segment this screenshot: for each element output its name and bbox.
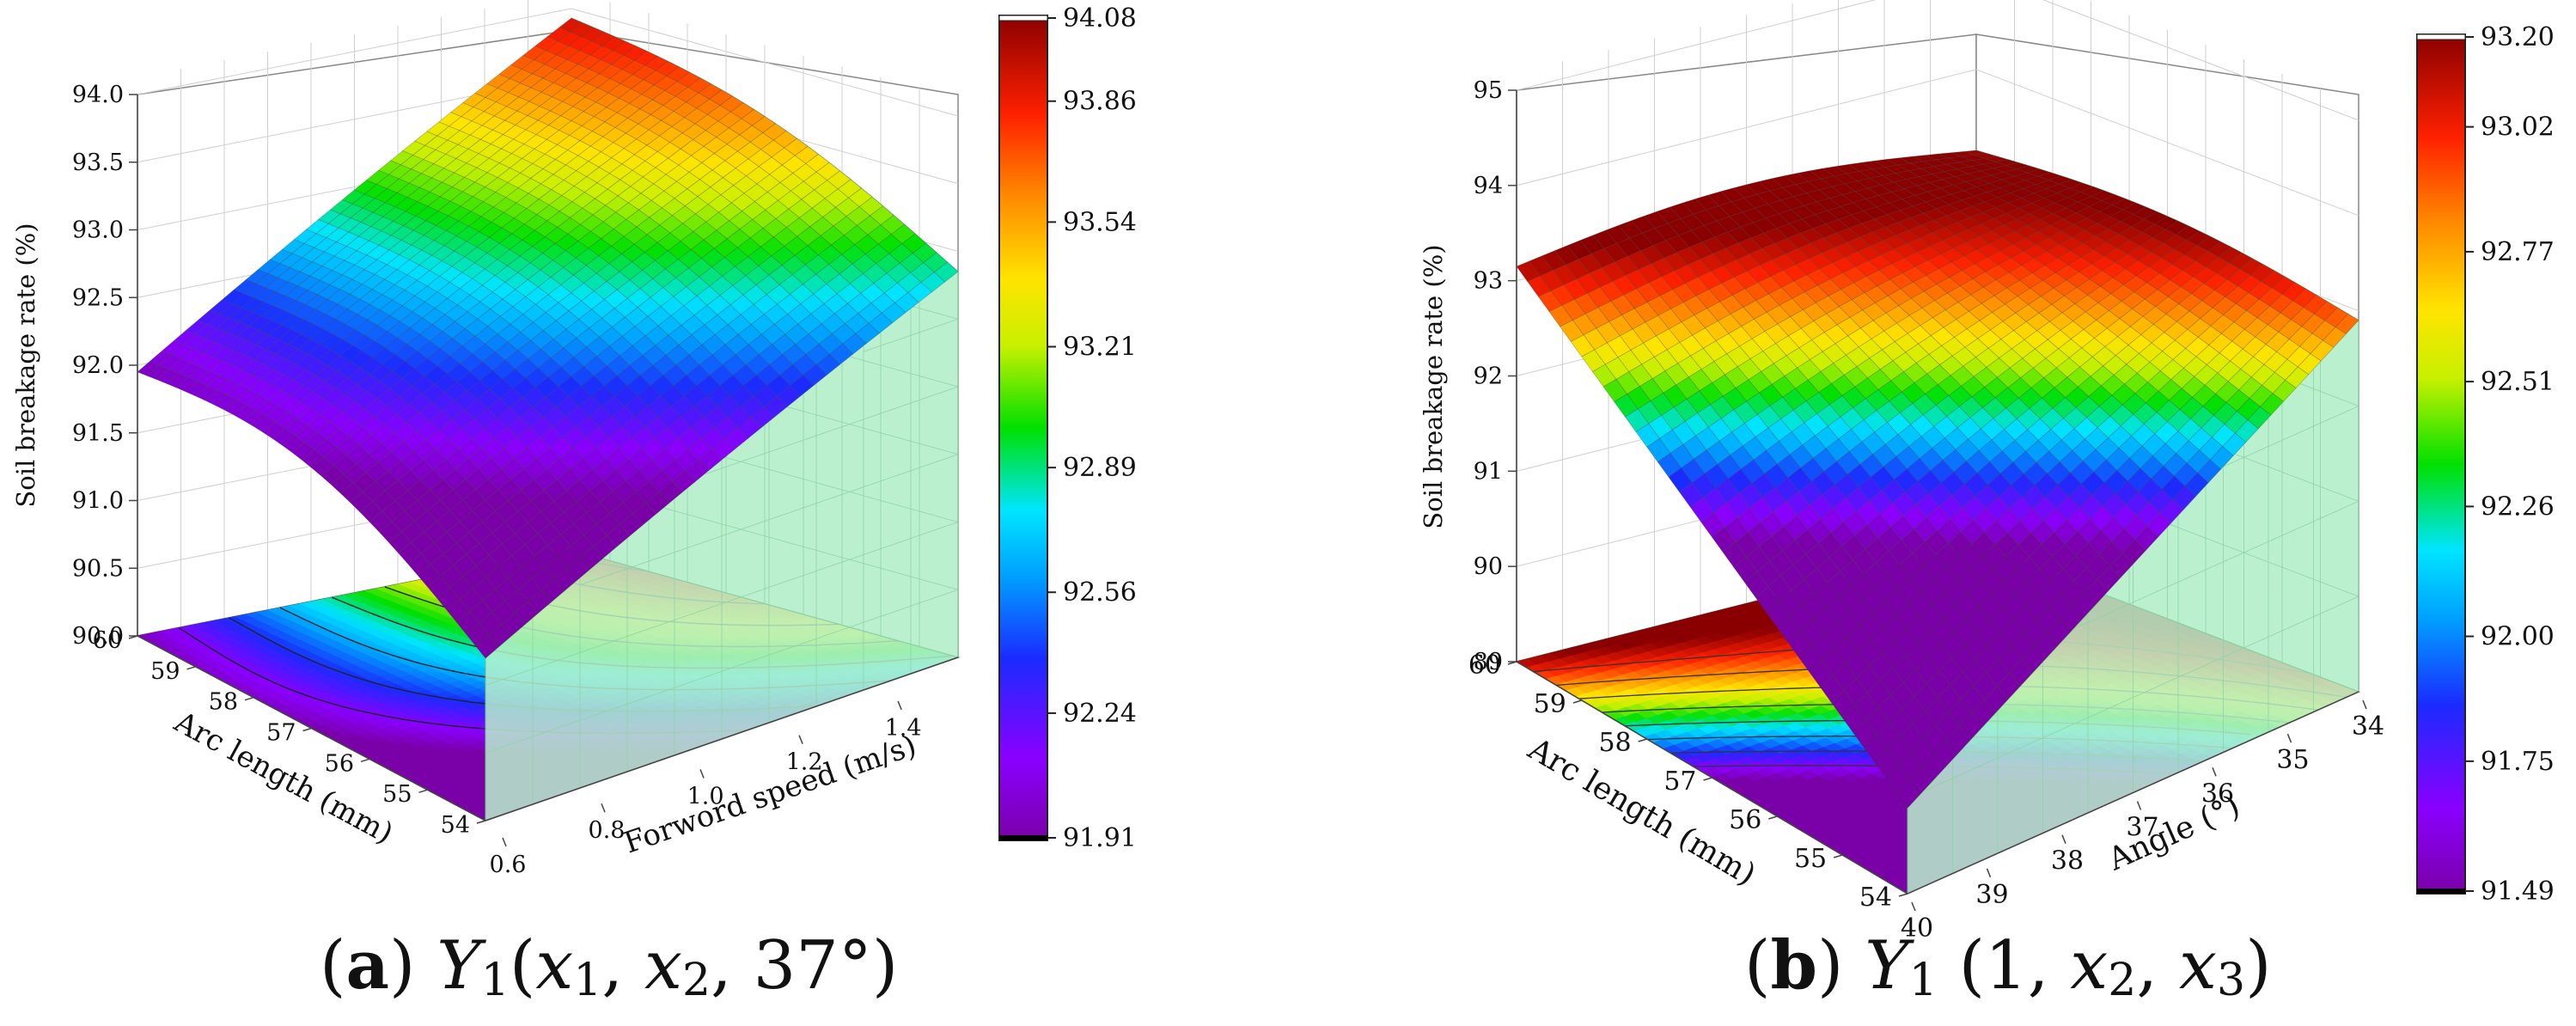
- panel-a-chart: 90.090.591.091.592.092.593.093.594.0 Soi…: [11, 0, 1137, 878]
- z-tick-label: 94.0: [72, 82, 124, 108]
- floor-contour-line: [473, 727, 480, 730]
- z-tick-label: 91.5: [72, 420, 124, 447]
- arc-tick-mark: [360, 758, 370, 763]
- panel-a-z-axis: 90.090.591.091.592.092.593.093.594.0 Soi…: [11, 82, 138, 650]
- x-tick-mark: [897, 700, 902, 711]
- floor-contour-line: [411, 691, 416, 693]
- arc-tick-label: 59: [150, 658, 180, 685]
- arc-tick-label: 55: [382, 781, 412, 808]
- arc-tick-label: 58: [209, 689, 238, 716]
- x-tick-mark: [601, 803, 606, 813]
- floor-contour-line: [446, 669, 449, 671]
- colorbar-tick-label: 92.56: [1063, 577, 1137, 608]
- z-tick-label: 91.0: [72, 488, 124, 515]
- colorbar-tick-label: 93.86: [1063, 87, 1137, 117]
- arc-tick-label: 54: [441, 812, 470, 839]
- x-tick-mark: [502, 837, 507, 847]
- z-tick-label: 93.5: [72, 150, 124, 176]
- x-tick-label: 0.6: [490, 852, 527, 878]
- floor-contour-line: [455, 699, 461, 701]
- x-tick-mark: [699, 769, 705, 779]
- x-tick-label: 0.8: [589, 817, 626, 844]
- panel-a-colorbar: 94.08 93.86 93.54 93.21 92.89 92.56 92.24 91.91: [998, 3, 1137, 853]
- z-tick-label: 90.5: [72, 555, 124, 582]
- floor-contour-line: [436, 696, 440, 699]
- floor-contour-line: [428, 722, 432, 724]
- z-tick-label: 93.0: [72, 217, 124, 244]
- arc-tick-label: 56: [325, 750, 354, 777]
- arc-tick-label: 57: [266, 720, 296, 747]
- x-tick-mark: [798, 735, 803, 744]
- colorbar-tick-label: 94.08: [1063, 3, 1137, 34]
- colorbar-tick-label: 92.89: [1063, 453, 1137, 483]
- arc-tick-mark: [186, 666, 196, 670]
- colorbar-tick-label: 93.21: [1063, 332, 1137, 362]
- floor-contour-line: [357, 709, 360, 711]
- arc-tick-mark: [418, 789, 428, 793]
- arc-tick-mark: [244, 696, 254, 701]
- floor-contour-line: [479, 727, 486, 730]
- arc-tick-label: 60: [93, 627, 122, 654]
- colorbar-tick-label: 93.54: [1063, 207, 1137, 237]
- arc-tick-mark: [302, 727, 312, 732]
- panel-a-z-axis-label: Soil breakage rate (%): [11, 223, 40, 507]
- colorbar-tick-label: 92.24: [1063, 699, 1137, 729]
- colorbar-tick-label: 91.91: [1063, 823, 1137, 853]
- z-tick-label: 92.5: [72, 284, 124, 311]
- floor-contour-line: [317, 663, 320, 665]
- floor-contour-line: [464, 726, 474, 729]
- arc-tick-mark: [476, 820, 486, 824]
- z-tick-label: 92.0: [72, 352, 124, 379]
